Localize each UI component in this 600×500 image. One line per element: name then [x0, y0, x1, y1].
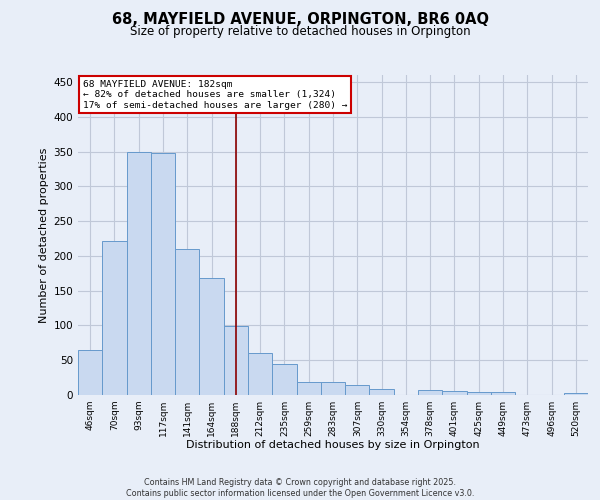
Bar: [175, 249, 199, 395]
X-axis label: Distribution of detached houses by size in Orpington: Distribution of detached houses by size …: [186, 440, 480, 450]
Bar: [370, 388, 394, 395]
Bar: [442, 391, 467, 395]
Bar: [467, 392, 491, 395]
Bar: [418, 390, 442, 395]
Bar: [102, 240, 127, 395]
Y-axis label: Number of detached properties: Number of detached properties: [39, 148, 49, 322]
Bar: [224, 326, 248, 395]
Bar: [199, 278, 224, 395]
Bar: [78, 350, 102, 395]
Bar: [248, 354, 272, 395]
Bar: [127, 152, 151, 395]
Bar: [151, 153, 175, 395]
Text: Contains HM Land Registry data © Crown copyright and database right 2025.
Contai: Contains HM Land Registry data © Crown c…: [126, 478, 474, 498]
Text: 68, MAYFIELD AVENUE, ORPINGTON, BR6 0AQ: 68, MAYFIELD AVENUE, ORPINGTON, BR6 0AQ: [112, 12, 488, 28]
Bar: [491, 392, 515, 395]
Bar: [345, 386, 370, 395]
Bar: [321, 382, 345, 395]
Text: 68 MAYFIELD AVENUE: 182sqm
← 82% of detached houses are smaller (1,324)
17% of s: 68 MAYFIELD AVENUE: 182sqm ← 82% of deta…: [83, 80, 347, 110]
Bar: [564, 393, 588, 395]
Bar: [272, 364, 296, 395]
Text: Size of property relative to detached houses in Orpington: Size of property relative to detached ho…: [130, 25, 470, 38]
Bar: [296, 382, 321, 395]
